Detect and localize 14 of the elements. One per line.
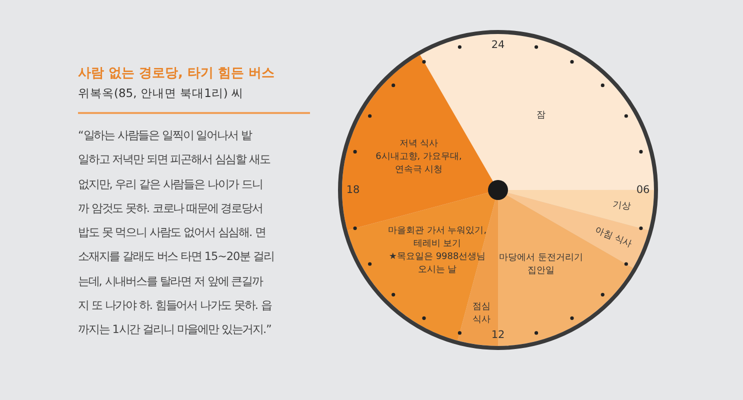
- slice-label: 마당에서 둔전거리기 집안일: [498, 252, 583, 276]
- text: 사람 없는 경로당, 타기 힘든 버스: [78, 65, 276, 82]
- slice-label: 저녁 식사 6시내고향, 가요무대, 연속극 시청: [376, 139, 462, 176]
- text: 18: [346, 184, 360, 196]
- slice-label: 아침 식사: [593, 226, 634, 250]
- slice-label: 마을회관 가서 누워있기, 테레비 보기 ★목요일은 9988선생님 오시는 날: [388, 226, 487, 276]
- text: 06: [636, 184, 650, 196]
- slice-label: 점심 식사: [472, 302, 491, 326]
- text: 위복옥(85, 안내면 북대1리) 씨: [78, 86, 245, 101]
- text: “일하는 사람들은 일찍이 일어나서 밭 일하고 저녁만 되면 피곤해서 심심할 새도 없지만, 우리 같은 사람들은 나이가 드니 까 암것도 못하. 코로나 때문에 경로당서 밥도 못 먹으니 사람도 없어서 심심해. 면 소재지를 갈래도 버스 타면 15~20분 걸리 는데, 시내버스를 탈라면 저 앞에 큰길까 지 또 나가야 하. 힘들어서 나가도 못하. 읍 까지는 1시간 걸리니 마을에만 있는거지.”: [78, 129, 274, 336]
- slice-label: 기상: [612, 200, 632, 212]
- text: 24: [491, 39, 505, 51]
- text: 12: [491, 329, 505, 341]
- slice-label: 잠: [536, 110, 546, 121]
